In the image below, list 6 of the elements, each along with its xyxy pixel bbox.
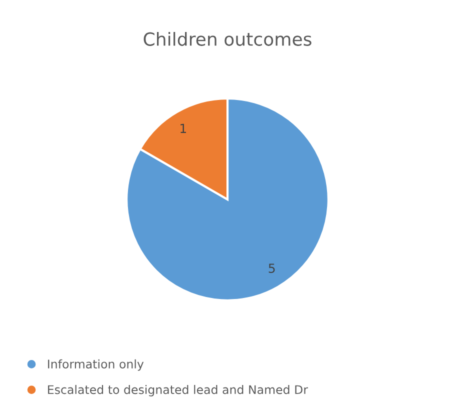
legend-label: Escalated to designated lead and Named Dr	[48, 384, 308, 396]
pie-slice	[126, 97, 330, 302]
legend-label: Information only	[48, 359, 144, 371]
chart-title: Children outcomes	[144, 32, 312, 46]
data-label: 5	[268, 264, 275, 273]
data-label: 1	[180, 124, 186, 133]
